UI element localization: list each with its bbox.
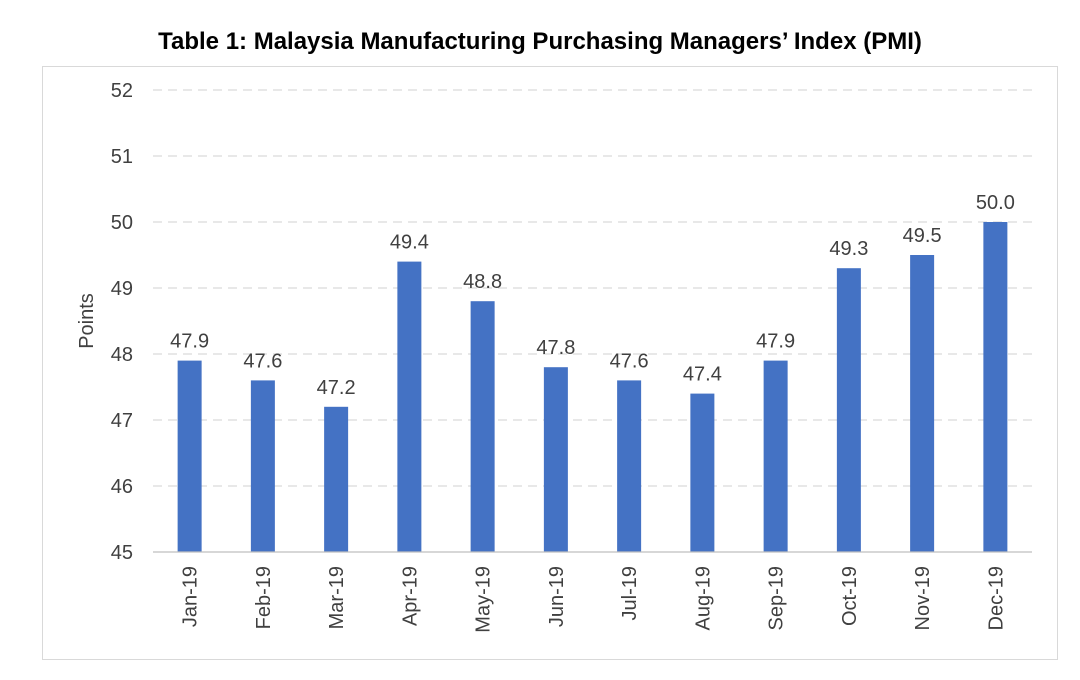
- bar: [177, 360, 202, 552]
- data-label: 49.4: [390, 232, 429, 254]
- y-tick-label: 48: [111, 344, 133, 366]
- chart-title: Table 1: Malaysia Manufacturing Purchasi…: [158, 28, 922, 55]
- data-label: 50.0: [976, 192, 1015, 214]
- data-label: 47.8: [536, 337, 575, 359]
- y-tick-label: 52: [111, 80, 133, 102]
- y-tick-label: 47: [111, 410, 133, 432]
- bar: [250, 380, 275, 552]
- data-label: 47.9: [756, 331, 795, 353]
- x-tick-label: Feb-19: [253, 566, 275, 629]
- x-tick-label: Dec-19: [985, 566, 1007, 630]
- bar: [836, 268, 861, 552]
- data-label: 47.6: [610, 350, 649, 372]
- x-tick-label: Oct-19: [839, 566, 861, 626]
- bar: [470, 301, 495, 552]
- data-label: 49.3: [829, 238, 868, 260]
- data-labels: 47.9 47.6 47.2 49.4 48.8 47.8 47.6 47.4 47.9 49.3…: [170, 192, 1015, 399]
- x-tick-label: Mar-19: [326, 566, 348, 629]
- y-tick-label: 46: [111, 476, 133, 498]
- data-label: 48.8: [463, 271, 502, 293]
- x-tick-label: May-19: [473, 566, 495, 633]
- y-tick-label: 51: [111, 146, 133, 168]
- x-axis-ticks: Jan-19 Feb-19 Mar-19 Apr-19 May-19 Jun-19 Jul-…: [180, 566, 1008, 633]
- y-tick-label: 50: [111, 212, 133, 234]
- bar: [324, 406, 349, 552]
- bars: [177, 222, 1008, 552]
- y-tick-label: 45: [111, 542, 133, 564]
- y-axis-label: Points: [76, 293, 98, 349]
- data-label: 47.6: [243, 350, 282, 372]
- x-tick-label: Nov-19: [912, 566, 934, 630]
- bar: [763, 360, 788, 552]
- bar: [543, 367, 568, 552]
- gridlines: [153, 89, 1032, 487]
- bar: [397, 261, 422, 552]
- data-label: 47.9: [170, 331, 209, 353]
- y-axis-ticks: 45 46 47 48 49 50 51 52: [111, 80, 133, 564]
- bar: [690, 393, 715, 552]
- x-tick-label: Sep-19: [766, 566, 788, 631]
- x-tick-label: Jul-19: [619, 566, 641, 620]
- data-label: 49.5: [903, 225, 942, 247]
- bar: [910, 255, 935, 552]
- x-tick-label: Jan-19: [180, 566, 202, 627]
- y-tick-label: 49: [111, 278, 133, 300]
- data-label: 47.2: [317, 377, 356, 399]
- x-tick-label: Apr-19: [399, 566, 421, 626]
- data-label: 47.4: [683, 364, 722, 386]
- x-tick-label: Jun-19: [546, 566, 568, 627]
- chart-frame: [42, 66, 1058, 660]
- bar: [983, 222, 1008, 552]
- x-tick-label: Aug-19: [692, 566, 714, 631]
- bar: [617, 380, 642, 552]
